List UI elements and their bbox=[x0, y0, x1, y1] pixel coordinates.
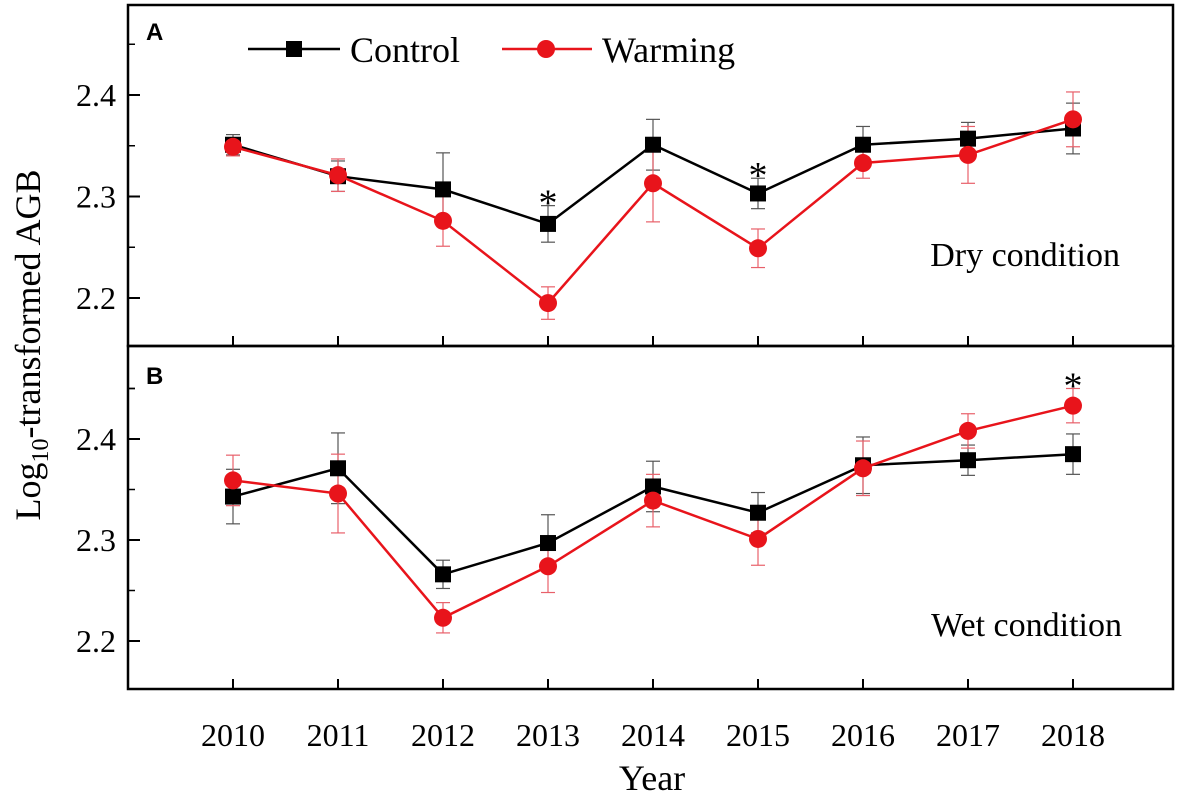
panel-a-warming-point-2013 bbox=[539, 294, 557, 313]
panel-a-control-point-2012 bbox=[435, 181, 451, 198]
legend-warming-label: Warming bbox=[602, 30, 735, 70]
panel-a-warming-point-2015 bbox=[749, 239, 767, 258]
panel-b-control-point-2010 bbox=[225, 488, 241, 505]
x-tick-label-2011: 2011 bbox=[307, 717, 370, 753]
panel-b-control-point-2014 bbox=[645, 478, 661, 495]
panel-b-control-point-2012 bbox=[435, 566, 451, 583]
panel-b-control-point-2013 bbox=[540, 535, 556, 552]
x-tick-label-2016: 2016 bbox=[831, 717, 895, 753]
legend: Control Warming bbox=[248, 30, 735, 70]
panel-b-warming-point-2013 bbox=[539, 557, 557, 576]
panel-a-warming-point-2016 bbox=[854, 154, 872, 173]
panel-a-control-point-2016 bbox=[855, 136, 871, 153]
x-tick-label-2018: 2018 bbox=[1041, 717, 1105, 753]
panel-b-y-tick-label-2.3: 2.3 bbox=[76, 522, 116, 558]
y-axis-title-sub: 10 bbox=[28, 438, 54, 462]
panel-a-warming-point-2014 bbox=[644, 174, 662, 193]
panel-b-letter: B bbox=[146, 363, 163, 390]
panel-b-frame bbox=[126, 344, 1175, 691]
y-axis-title-rest: -transformed AGB bbox=[8, 170, 48, 439]
legend-warming-marker bbox=[537, 40, 555, 58]
y-axis-title: Log10-transformed AGB bbox=[8, 170, 54, 521]
x-axis-title: Year bbox=[619, 758, 685, 796]
panel-b-control-point-2011 bbox=[330, 460, 346, 477]
panel-a-warming-point-2011 bbox=[329, 166, 347, 185]
panel-a-significance-2013: * bbox=[539, 183, 558, 225]
panel-b-control-point-2018 bbox=[1065, 446, 1081, 463]
x-tick-label-2010: 2010 bbox=[201, 717, 265, 753]
x-tick-label-2012: 2012 bbox=[411, 717, 475, 753]
panel-b-warming-point-2018 bbox=[1064, 396, 1082, 415]
x-tick-label-2015: 2015 bbox=[726, 717, 790, 753]
x-tick-label-2013: 2013 bbox=[516, 717, 580, 753]
panel-b-significance-2018: * bbox=[1064, 366, 1083, 408]
panel-a-letter: A bbox=[146, 19, 163, 46]
panel-b-warming-point-2017 bbox=[959, 421, 977, 440]
panel-a-y-tick-label-2.3: 2.3 bbox=[76, 179, 116, 215]
panel-a-control-point-2017 bbox=[960, 130, 976, 147]
panel-b-y-tick-label-2.4: 2.4 bbox=[76, 421, 116, 457]
panel-a-control-point-2015 bbox=[750, 185, 766, 202]
panel-a-warming-point-2010 bbox=[224, 137, 242, 156]
panel-b-warming-point-2016 bbox=[854, 459, 872, 478]
panel-a-control-point-2014 bbox=[645, 136, 661, 153]
panel-b-control-point-2015 bbox=[750, 504, 766, 521]
x-tick-label-2014: 2014 bbox=[621, 717, 685, 753]
panel-b-warming-point-2010 bbox=[224, 471, 242, 490]
panel-a-condition: Dry condition bbox=[930, 237, 1120, 274]
panel-b-warming-point-2011 bbox=[329, 484, 347, 503]
panel-a-warming-point-2018 bbox=[1064, 110, 1082, 129]
panel-b-y-tick-label-2.2: 2.2 bbox=[76, 623, 116, 659]
panel-a-control-point-2013 bbox=[540, 215, 556, 232]
panel-a-warming-point-2012 bbox=[434, 211, 452, 230]
legend-control-label: Control bbox=[350, 30, 460, 70]
panel-b-warming-point-2015 bbox=[749, 529, 767, 548]
legend-control-marker bbox=[286, 41, 302, 57]
panel-b-control-point-2017 bbox=[960, 452, 976, 469]
x-tick-label-2017: 2017 bbox=[936, 717, 1000, 753]
panel-a-warming-point-2017 bbox=[959, 145, 977, 164]
panel-b-warming-point-2012 bbox=[434, 608, 452, 627]
panel-b-warming-point-2014 bbox=[644, 491, 662, 510]
panel-a-y-tick-label-2.2: 2.2 bbox=[76, 280, 116, 316]
panel-a-y-tick-label-2.4: 2.4 bbox=[76, 77, 116, 113]
y-axis-title-main: Log bbox=[8, 462, 48, 520]
panel-b-condition: Wet condition bbox=[931, 607, 1122, 644]
panel-a-significance-2015: * bbox=[749, 155, 768, 197]
